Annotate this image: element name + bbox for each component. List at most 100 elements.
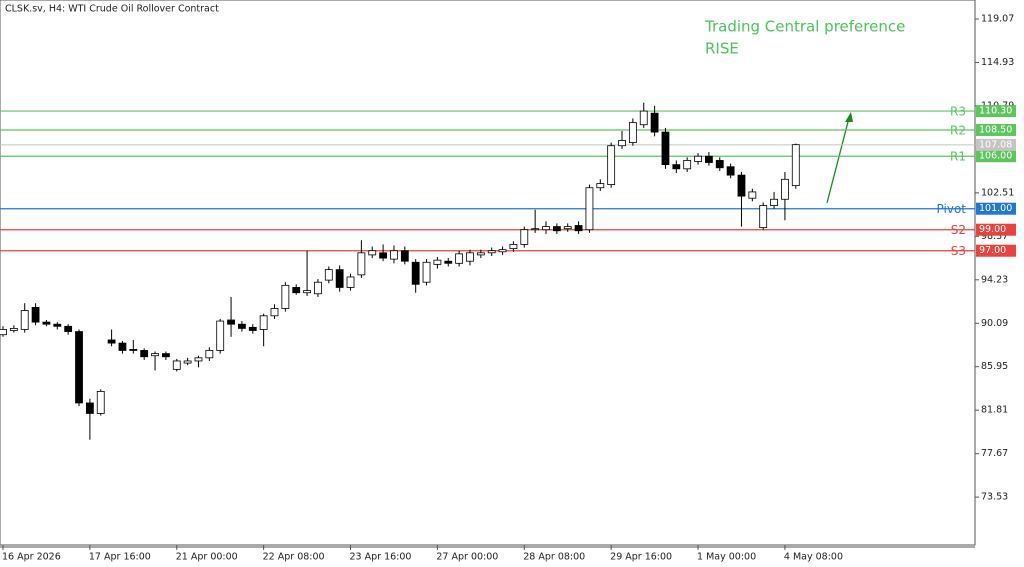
candle-body: [346, 276, 355, 288]
level-value: 97.00: [979, 245, 1006, 256]
candle-body: [694, 155, 702, 162]
candle-body: [183, 360, 192, 364]
candle-body: [390, 250, 398, 260]
candle-body: [20, 310, 29, 330]
candle-body: [368, 250, 377, 256]
candle-body: [411, 261, 420, 285]
x-tick-label: 23 Apr 16:00: [350, 552, 412, 563]
candle-body: [75, 331, 83, 404]
candle-body: [650, 112, 659, 133]
candle-body: [748, 191, 757, 199]
x-tick-label: 17 Apr 16:00: [89, 552, 151, 563]
candle-body: [422, 261, 431, 283]
candle-body: [227, 319, 235, 325]
candle-body: [357, 252, 366, 276]
arrow: [826, 117, 850, 204]
candle-body: [628, 122, 637, 143]
candle-body: [42, 321, 51, 325]
candle-body: [574, 225, 583, 232]
candle-body: [770, 198, 778, 206]
candle-body: [314, 281, 322, 295]
candle-body: [498, 249, 507, 253]
candle-body: [759, 205, 768, 229]
candle-body: [205, 350, 214, 359]
candle-body: [9, 328, 18, 331]
level-name: R2: [950, 123, 966, 137]
candle-body: [64, 325, 73, 332]
candle-body: [292, 287, 301, 294]
candle-body: [726, 166, 735, 176]
x-tick-label: 22 Apr 08:00: [263, 552, 325, 563]
chart-title: CLSK.sv, H4: WTI Crude Oil Rollover Cont…: [5, 4, 219, 15]
arrow-head: [845, 112, 853, 122]
candle-body: [281, 284, 290, 309]
y-tick-label: 85.95: [981, 361, 1008, 372]
candle-body: [194, 357, 203, 362]
annotation: RISE: [705, 40, 739, 58]
level-name: R3: [950, 105, 966, 119]
candle-body: [618, 140, 626, 147]
level-value: 108.50: [979, 124, 1012, 135]
candle-body: [107, 339, 116, 344]
candle-body: [85, 402, 94, 414]
candle-body: [216, 320, 225, 351]
y-tick-label: 73.53: [981, 492, 1008, 503]
candle-body: [96, 391, 105, 414]
candle-body: [520, 229, 529, 245]
candle-body: [781, 178, 789, 200]
candle-body: [172, 360, 181, 370]
candle-body: [0, 329, 7, 336]
candle-body: [683, 160, 692, 170]
candle-body: [531, 228, 540, 231]
candle-body: [672, 164, 681, 170]
x-tick-label: 28 Apr 08:00: [523, 552, 585, 563]
candle-body: [379, 252, 388, 259]
candle-body: [444, 260, 453, 264]
level-value: 110.30: [979, 106, 1012, 117]
candle-body: [596, 183, 605, 189]
level-name: S3: [951, 244, 966, 258]
last-price-box: [976, 138, 1016, 151]
candle-body: [585, 187, 594, 231]
y-tick-label: 98.37: [981, 231, 1008, 242]
x-tick-label: 4 May 08:00: [784, 552, 843, 563]
candle-body: [791, 144, 800, 187]
y-tick-label: 102.51: [981, 187, 1014, 198]
candle-body: [238, 323, 246, 329]
x-tick-label: 1 May 00:00: [697, 552, 756, 563]
x-tick-label: 21 Apr 00:00: [176, 552, 238, 563]
candle-body: [552, 226, 561, 232]
y-tick-label: 119.07: [981, 14, 1014, 25]
candle-body: [715, 160, 724, 169]
x-tick-label: 29 Apr 16:00: [610, 552, 672, 563]
candle-body: [161, 353, 170, 358]
candle-body: [400, 250, 409, 262]
candle-body: [118, 342, 127, 351]
y-tick-label: 114.93: [981, 57, 1014, 68]
y-tick-label: 81.81: [981, 405, 1008, 416]
x-tick-label: 27 Apr 00:00: [436, 552, 498, 563]
y-tick-label: 94.23: [981, 274, 1008, 285]
x-tick-label: 16 Apr 2026: [2, 552, 61, 563]
candle-body: [324, 269, 333, 281]
candle-body: [335, 269, 344, 288]
level-box: [976, 223, 1016, 236]
level-name: S2: [951, 223, 966, 237]
plot-frame: [0, 0, 976, 546]
level-box: [976, 105, 1016, 118]
candle-body: [509, 244, 518, 250]
last-price-label: 107.08: [979, 139, 1012, 150]
level-box: [976, 150, 1016, 163]
level-value: 99.00: [979, 224, 1006, 235]
y-tick-label: 90.09: [981, 318, 1008, 329]
candle-body: [455, 253, 464, 264]
level-name: R1: [950, 150, 966, 164]
candle-body: [31, 307, 40, 323]
candle-body: [607, 145, 616, 185]
candle-body: [737, 174, 746, 197]
candle-body: [563, 226, 572, 230]
candle-body: [639, 110, 648, 126]
candle-body: [661, 131, 670, 166]
level-name: Pivot: [937, 202, 967, 216]
